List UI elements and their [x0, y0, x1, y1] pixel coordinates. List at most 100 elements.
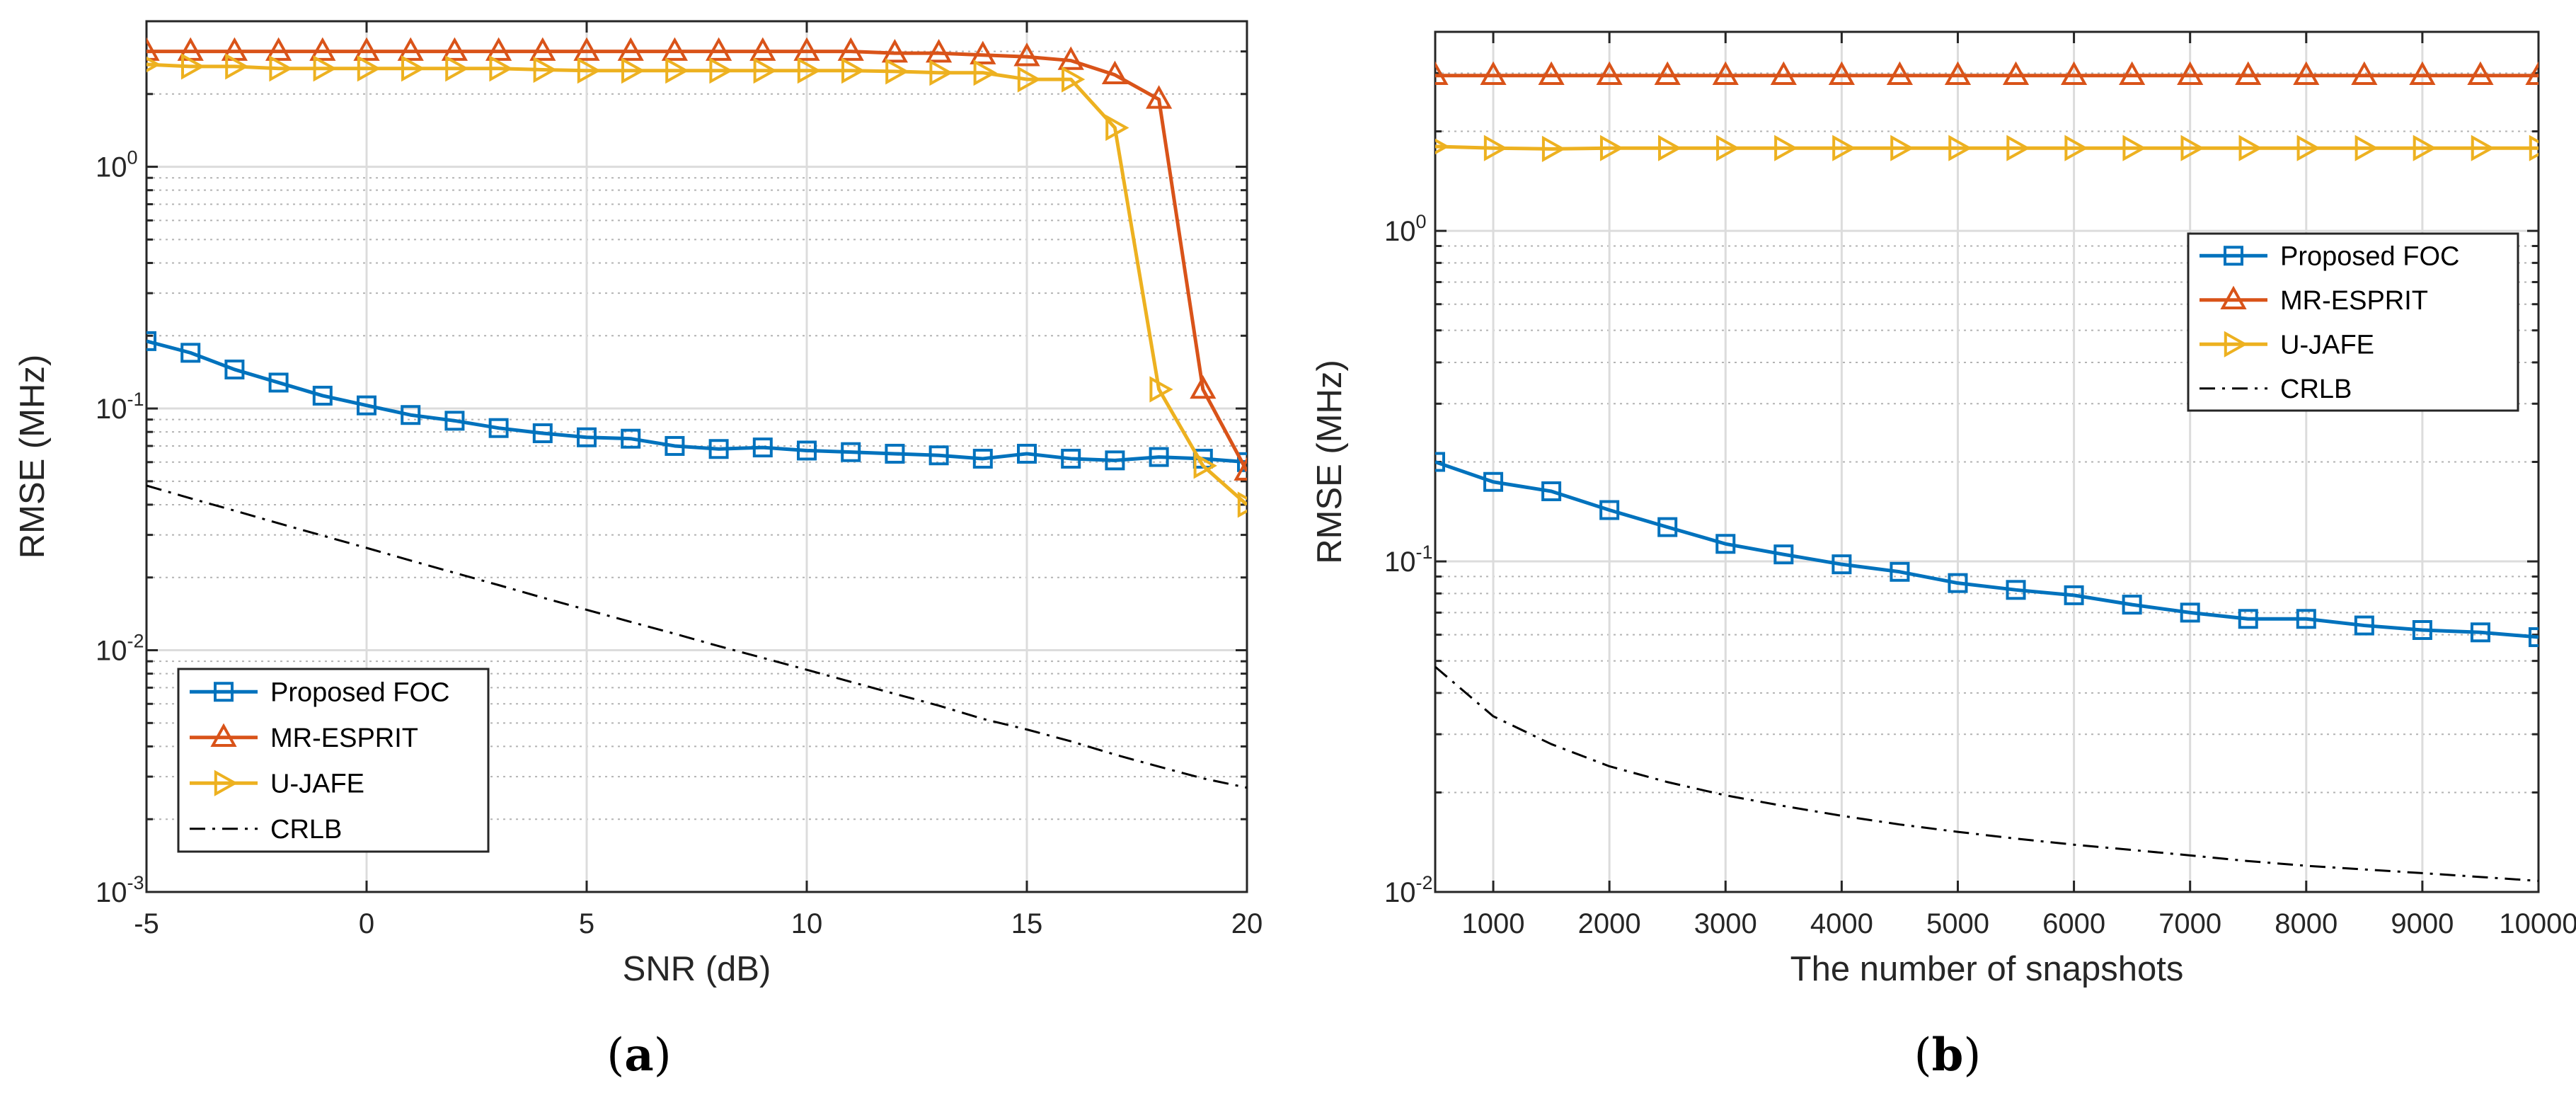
x-axis-label: The number of snapshots — [1790, 950, 2184, 988]
data-point — [269, 55, 293, 82]
data-point — [1061, 448, 1081, 469]
series-crlb — [1435, 665, 2538, 882]
data-point — [397, 37, 424, 61]
legend-marker — [2224, 331, 2248, 357]
x-tick-label: 10000 — [2499, 908, 2576, 939]
data-point — [1773, 544, 1794, 565]
data-point — [749, 37, 776, 61]
data-point — [928, 445, 949, 466]
data-point — [709, 57, 733, 84]
data-point — [665, 57, 689, 84]
data-point — [445, 55, 469, 82]
x-tick-label: 5000 — [1926, 908, 1989, 939]
data-point — [1538, 61, 1565, 85]
grid — [1435, 32, 2538, 892]
data-point — [1013, 42, 1040, 67]
data-point — [2296, 609, 2316, 629]
series-line — [1435, 665, 2538, 882]
data-point — [1237, 491, 1247, 518]
series-mr-esprit — [1435, 61, 2538, 85]
data-point — [1105, 450, 1125, 471]
data-point — [1435, 452, 1445, 472]
data-point — [2006, 580, 2026, 600]
y-tick-label: 10-1 — [1384, 542, 1433, 578]
data-point — [1017, 66, 1042, 93]
axes-box — [145, 20, 1248, 893]
data-point — [180, 343, 201, 363]
data-point — [881, 39, 909, 63]
series-crlb — [146, 484, 1247, 789]
data-point — [1712, 61, 1739, 85]
data-point — [2471, 135, 2495, 161]
x-tick-label: 9000 — [2391, 908, 2454, 939]
data-point — [2467, 61, 2494, 85]
data-point — [488, 418, 509, 438]
data-point — [529, 37, 556, 61]
y-tick-label: 10-2 — [96, 631, 144, 667]
data-point — [1828, 61, 1855, 85]
chart-a: -5 0 5 10 15 20 10-3 10-2 10-1 100 SNR (dB) RMSE (M… — [13, 20, 1263, 1082]
data-point — [1234, 457, 1247, 481]
data-point — [1480, 61, 1507, 85]
data-point — [2002, 61, 2030, 85]
data-point — [705, 37, 732, 61]
data-point — [793, 37, 820, 61]
data-point — [617, 37, 644, 61]
data-point — [972, 448, 993, 469]
x-tick-label: 10 — [791, 908, 823, 939]
x-tick-label: 6000 — [2042, 908, 2105, 939]
data-point — [489, 55, 513, 82]
data-point — [2238, 135, 2262, 161]
data-point — [1149, 376, 1173, 403]
data-point — [577, 427, 597, 447]
y-tick-label: 100 — [96, 147, 138, 183]
legend-marker — [210, 723, 237, 747]
data-point — [661, 37, 689, 61]
data-point — [146, 331, 156, 351]
data-point — [2060, 61, 2088, 85]
data-point — [1483, 471, 1504, 492]
data-point — [1237, 452, 1247, 472]
data-point — [1541, 481, 1562, 501]
data-point — [797, 57, 822, 84]
data-point — [973, 59, 997, 86]
legend-marker — [2224, 246, 2243, 266]
data-point — [2351, 61, 2378, 85]
data-point — [577, 57, 602, 84]
data-point — [929, 59, 953, 86]
x-tick-label: 3000 — [1694, 908, 1757, 939]
data-point — [353, 37, 380, 61]
grid — [146, 21, 1247, 892]
data-point — [2529, 135, 2538, 161]
data-point — [841, 442, 861, 462]
series-proposed-foc — [146, 331, 1247, 472]
y-axis-label: RMSE (MHz) — [13, 355, 52, 559]
data-point — [1596, 61, 1623, 85]
data-point — [797, 440, 817, 461]
data-point — [2293, 61, 2320, 85]
data-point — [2177, 61, 2204, 85]
data-point — [885, 443, 905, 464]
data-point — [313, 55, 337, 82]
data-point — [665, 435, 685, 456]
data-point — [357, 395, 376, 416]
data-point — [573, 37, 600, 61]
data-point — [753, 57, 777, 84]
legend-entry: MR-ESPRIT — [270, 723, 418, 753]
data-point — [1832, 554, 1852, 575]
data-point — [2409, 61, 2436, 85]
legend-entry: Proposed FOC — [270, 677, 449, 707]
series-line — [146, 484, 1247, 789]
data-point — [621, 57, 645, 84]
legend-entry: MR-ESPRIT — [2280, 286, 2428, 316]
data-point — [146, 56, 161, 73]
legend-entry: U-JAFE — [2280, 330, 2374, 360]
data-point — [2354, 135, 2379, 161]
data-point — [225, 53, 249, 80]
data-point — [2180, 602, 2200, 623]
data-point — [1948, 135, 1972, 161]
data-point — [2354, 615, 2374, 636]
data-point — [2064, 585, 2084, 605]
x-tick-label: 0 — [359, 908, 374, 939]
data-point — [1774, 135, 1798, 161]
